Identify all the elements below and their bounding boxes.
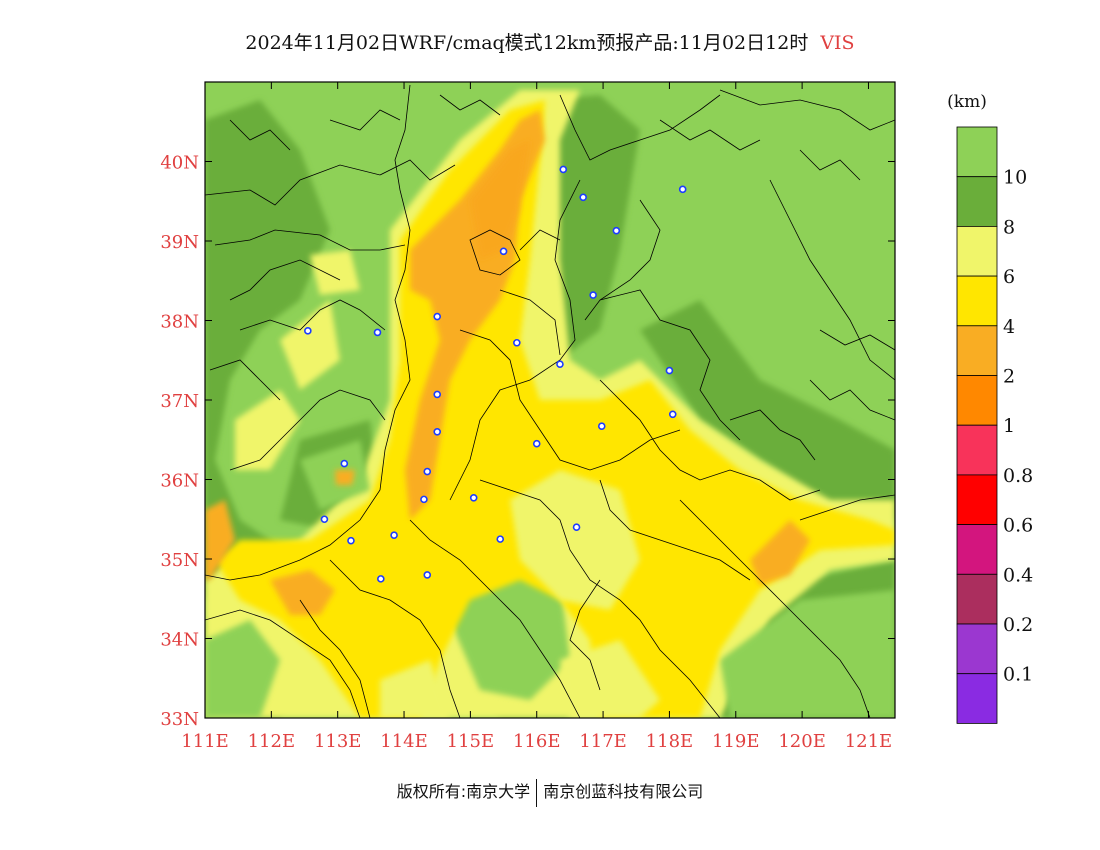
title-variable: VIS — [820, 32, 855, 54]
station-marker — [668, 410, 677, 419]
x-tick-label: 111E — [181, 731, 229, 752]
x-tick-label: 119E — [712, 731, 760, 752]
map-title: 2024年11月02日WRF/cmaq模式12km预报产品:11月02日12时 V… — [0, 28, 1100, 55]
station-marker — [499, 247, 508, 256]
legend-label: 0.4 — [1003, 564, 1033, 586]
x-tick-label: 114E — [380, 731, 428, 752]
station-marker — [532, 439, 541, 448]
legend-swatch — [956, 573, 998, 625]
color-legend: 10 8 6 4 2 1 0.8 0.6 0.4 0.2 0.1 — [956, 126, 1033, 724]
footer-right: 南京创蓝科技有限公司 — [543, 782, 704, 801]
x-tick-label: 121E — [845, 731, 893, 752]
station-marker — [340, 459, 349, 468]
station-marker — [665, 366, 674, 375]
legend-swatch — [956, 126, 998, 178]
x-tick-label: 113E — [314, 731, 362, 752]
footer-left: 版权所有:南京大学 — [396, 782, 531, 801]
copyright-footer: 版权所有:南京大学 南京创蓝科技有限公司 — [0, 778, 1100, 807]
station-marker — [559, 165, 568, 174]
y-tick-label: 33N — [160, 709, 199, 730]
legend-swatch — [956, 424, 998, 476]
station-marker — [304, 327, 312, 335]
x-tick-label: 112E — [248, 731, 296, 752]
station-marker — [433, 390, 442, 399]
station-marker — [579, 193, 587, 202]
legend-swatch — [956, 375, 998, 426]
legend-label: 0.2 — [1003, 614, 1033, 636]
title-main: 2024年11月02日WRF/cmaq模式12km预报产品:11月02日12时 — [245, 32, 809, 54]
x-tick-label: 118E — [646, 731, 694, 752]
station-marker — [433, 312, 442, 321]
station-marker — [556, 360, 564, 369]
station-marker — [496, 535, 505, 543]
station-marker — [377, 575, 385, 583]
station-marker — [420, 495, 428, 504]
y-tick-label: 38N — [160, 312, 199, 333]
visibility-field — [205, 82, 895, 718]
legend-swatch — [956, 325, 998, 376]
station-marker — [678, 185, 687, 194]
y-tick-label: 37N — [160, 391, 199, 412]
legend-swatch — [956, 524, 998, 575]
station-marker — [433, 427, 442, 436]
footer-separator — [536, 778, 538, 807]
y-tick-label: 40N — [160, 153, 199, 174]
station-marker — [423, 571, 432, 579]
y-tick-label: 36N — [160, 471, 199, 492]
station-marker — [373, 328, 382, 337]
station-marker — [589, 291, 597, 299]
legend-label: 10 — [1003, 167, 1027, 189]
x-tick-label: 117E — [579, 731, 627, 752]
station-marker — [572, 523, 581, 532]
legend-label: 8 — [1003, 216, 1015, 238]
legend-swatch — [956, 673, 998, 724]
x-tick-label: 116E — [513, 731, 561, 752]
legend-label: 0.8 — [1003, 465, 1033, 487]
legend-swatch — [956, 474, 998, 525]
legend-label: 4 — [1003, 316, 1015, 338]
station-marker — [469, 493, 478, 502]
station-markers — [304, 165, 687, 583]
legend-swatch — [956, 623, 998, 675]
legend-label: 1 — [1003, 415, 1015, 437]
station-marker — [423, 467, 432, 476]
station-marker — [347, 536, 355, 545]
station-marker — [612, 226, 621, 235]
map-axes: 111E 112E 113E 114E 115E 116E 117E 118E 119E 120E… — [160, 82, 895, 752]
x-tick-label: 115E — [447, 731, 495, 752]
station-marker — [513, 338, 521, 347]
legend-label: 6 — [1003, 266, 1015, 288]
station-marker — [390, 531, 398, 539]
station-marker — [597, 422, 606, 431]
boundary-lines — [205, 84, 895, 718]
legend-label: 2 — [1003, 366, 1015, 388]
legend-swatch — [956, 225, 998, 277]
x-tick-label: 120E — [778, 731, 826, 752]
legend-label: 0.6 — [1003, 515, 1033, 537]
y-tick-label: 35N — [160, 550, 199, 571]
y-tick-label: 39N — [160, 232, 199, 253]
legend-swatch — [956, 176, 998, 227]
legend-swatch — [956, 275, 998, 327]
station-marker — [320, 515, 329, 524]
legend-label: 0.1 — [1003, 664, 1033, 686]
y-tick-label: 34N — [160, 630, 199, 651]
legend-unit: (km) — [947, 92, 987, 112]
